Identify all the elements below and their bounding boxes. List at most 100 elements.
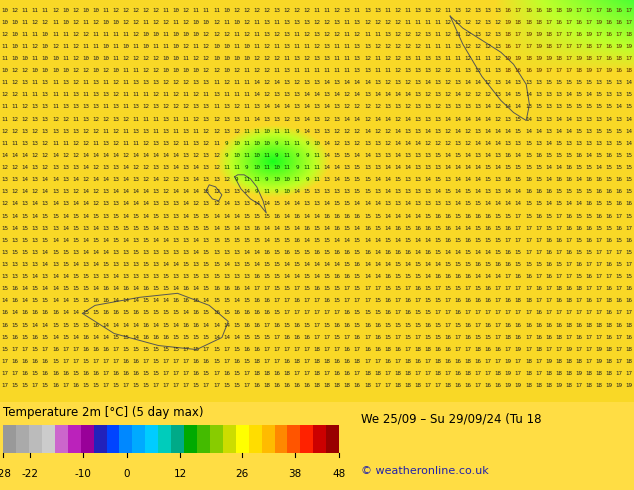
Text: 12: 12 bbox=[133, 165, 139, 170]
Text: 12: 12 bbox=[475, 92, 482, 98]
Text: 16: 16 bbox=[575, 226, 582, 231]
Text: 15: 15 bbox=[605, 129, 612, 134]
Text: 16: 16 bbox=[122, 371, 129, 376]
Text: 10: 10 bbox=[102, 44, 109, 49]
Text: 14: 14 bbox=[455, 201, 462, 206]
Text: 16: 16 bbox=[323, 298, 330, 303]
Text: 18: 18 bbox=[394, 383, 401, 388]
Text: 16: 16 bbox=[193, 322, 200, 328]
Text: 17: 17 bbox=[525, 286, 532, 291]
Text: 14: 14 bbox=[42, 262, 49, 267]
Text: 14: 14 bbox=[344, 117, 351, 122]
Text: 13: 13 bbox=[162, 165, 169, 170]
Text: 11: 11 bbox=[384, 68, 391, 73]
Text: 12: 12 bbox=[72, 7, 79, 13]
Text: 14: 14 bbox=[465, 226, 472, 231]
Text: 15: 15 bbox=[223, 226, 230, 231]
Text: 11: 11 bbox=[102, 80, 109, 85]
Text: 16: 16 bbox=[172, 298, 179, 303]
Text: 16: 16 bbox=[344, 371, 351, 376]
Text: 11: 11 bbox=[323, 7, 330, 13]
Text: 19: 19 bbox=[565, 7, 572, 13]
Text: 16: 16 bbox=[424, 250, 431, 255]
Text: 11: 11 bbox=[112, 56, 119, 61]
Text: We 25/09 – Su 29/09/24 (Tu 18: We 25/09 – Su 29/09/24 (Tu 18 bbox=[361, 413, 542, 426]
Text: 14: 14 bbox=[253, 117, 260, 122]
Text: 17: 17 bbox=[424, 371, 431, 376]
Text: 13: 13 bbox=[223, 117, 230, 122]
Text: 16: 16 bbox=[525, 68, 532, 73]
Text: 15: 15 bbox=[626, 92, 633, 98]
Text: 13: 13 bbox=[605, 141, 612, 146]
Text: 11: 11 bbox=[52, 92, 59, 98]
Text: 14: 14 bbox=[515, 153, 522, 158]
Text: 17: 17 bbox=[505, 286, 512, 291]
Text: 15: 15 bbox=[193, 226, 200, 231]
Text: 16: 16 bbox=[253, 226, 260, 231]
Text: 12: 12 bbox=[364, 117, 371, 122]
Text: 11: 11 bbox=[22, 32, 29, 37]
Text: 12: 12 bbox=[475, 44, 482, 49]
Text: 16: 16 bbox=[555, 322, 562, 328]
Text: 12: 12 bbox=[82, 68, 89, 73]
Text: 14: 14 bbox=[183, 214, 190, 219]
Text: 10: 10 bbox=[172, 56, 179, 61]
Text: 13: 13 bbox=[364, 165, 371, 170]
Text: 11: 11 bbox=[82, 20, 89, 25]
Text: 16: 16 bbox=[112, 371, 119, 376]
Bar bbox=[145, 425, 158, 453]
Text: 13: 13 bbox=[233, 189, 240, 195]
Text: 14: 14 bbox=[283, 104, 290, 109]
Text: 14: 14 bbox=[92, 250, 99, 255]
Text: 14: 14 bbox=[304, 238, 311, 243]
Text: 13: 13 bbox=[52, 226, 59, 231]
Text: 16: 16 bbox=[455, 371, 462, 376]
Text: 16: 16 bbox=[162, 335, 169, 340]
Text: 15: 15 bbox=[333, 201, 340, 206]
Text: 15: 15 bbox=[122, 347, 129, 352]
Text: 18: 18 bbox=[545, 44, 552, 49]
Text: 14: 14 bbox=[565, 117, 572, 122]
Text: 16: 16 bbox=[243, 322, 250, 328]
Text: 14: 14 bbox=[344, 80, 351, 85]
Text: 11: 11 bbox=[404, 20, 411, 25]
Text: 12: 12 bbox=[162, 189, 169, 195]
Text: 17: 17 bbox=[314, 335, 321, 340]
Text: 19: 19 bbox=[525, 32, 532, 37]
Text: 11: 11 bbox=[333, 68, 340, 73]
Text: 14: 14 bbox=[11, 311, 18, 316]
Text: 17: 17 bbox=[525, 347, 532, 352]
Text: 15: 15 bbox=[172, 347, 179, 352]
Text: 11: 11 bbox=[122, 129, 129, 134]
Text: 14: 14 bbox=[162, 238, 169, 243]
Text: 14: 14 bbox=[484, 250, 491, 255]
Text: 12: 12 bbox=[465, 129, 472, 134]
Text: 11: 11 bbox=[243, 141, 250, 146]
Text: 13: 13 bbox=[223, 104, 230, 109]
Text: 16: 16 bbox=[52, 311, 59, 316]
Text: 15: 15 bbox=[525, 153, 532, 158]
Text: 16: 16 bbox=[112, 311, 119, 316]
Text: 15: 15 bbox=[193, 274, 200, 279]
Text: 13: 13 bbox=[384, 201, 391, 206]
Text: 16: 16 bbox=[11, 286, 18, 291]
Text: 14: 14 bbox=[414, 250, 421, 255]
Text: 17: 17 bbox=[364, 335, 371, 340]
Text: 15: 15 bbox=[153, 371, 160, 376]
Text: 17: 17 bbox=[394, 298, 401, 303]
Text: 13: 13 bbox=[323, 92, 330, 98]
Text: 13: 13 bbox=[585, 129, 592, 134]
Text: 14: 14 bbox=[455, 250, 462, 255]
Text: 12: 12 bbox=[465, 92, 472, 98]
Text: 12: 12 bbox=[72, 189, 79, 195]
Text: 13: 13 bbox=[273, 117, 280, 122]
Bar bbox=[287, 425, 301, 453]
Text: 10: 10 bbox=[112, 20, 119, 25]
Text: 12: 12 bbox=[143, 56, 150, 61]
Text: 14: 14 bbox=[92, 226, 99, 231]
Text: 12: 12 bbox=[183, 80, 190, 85]
Text: 13: 13 bbox=[414, 129, 421, 134]
Text: 17: 17 bbox=[455, 347, 462, 352]
Text: 10: 10 bbox=[102, 56, 109, 61]
Text: 18: 18 bbox=[515, 298, 522, 303]
